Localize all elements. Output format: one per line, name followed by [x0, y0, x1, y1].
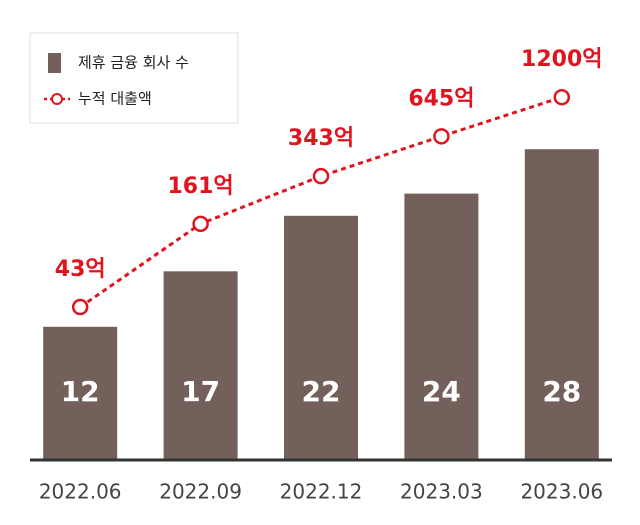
legend-swatch: [48, 53, 61, 73]
legend-label: 누적 대출액: [78, 90, 152, 108]
legend-label: 제휴 금융 회사 수: [78, 54, 189, 72]
x-tick-label: 2023.06: [520, 480, 603, 504]
x-tick-label: 2022.12: [280, 480, 363, 504]
bar: [284, 215, 358, 460]
line-value-label: 1200억: [521, 47, 602, 72]
line-value-label: 161억: [168, 174, 234, 199]
bar-value-label: 22: [302, 375, 341, 408]
bar: [163, 271, 238, 460]
line: [79, 95, 563, 309]
bar-value-label: 17: [181, 375, 220, 408]
line-value-label: 645억: [408, 86, 474, 111]
bar: [43, 326, 118, 460]
x-tick-label: 2022.09: [159, 480, 242, 504]
x-tick-label: 2022.06: [39, 480, 122, 504]
bar-value-label: 28: [542, 375, 581, 408]
line-marker: [553, 88, 571, 106]
bar: [404, 193, 479, 460]
legend-box: [29, 32, 239, 124]
line-value-label: 343억: [288, 126, 354, 151]
line-marker: [71, 298, 89, 316]
line-marker: [192, 215, 209, 233]
bar-value-label: 24: [422, 375, 461, 408]
line-value-label: 43억: [55, 257, 106, 282]
x-tick-label: 2023.03: [400, 480, 483, 504]
legend-swatch-marker: [51, 93, 63, 105]
bar-value-label: 12: [61, 375, 100, 408]
line-marker: [433, 128, 450, 145]
line-marker: [312, 167, 330, 185]
bar: [524, 149, 599, 460]
